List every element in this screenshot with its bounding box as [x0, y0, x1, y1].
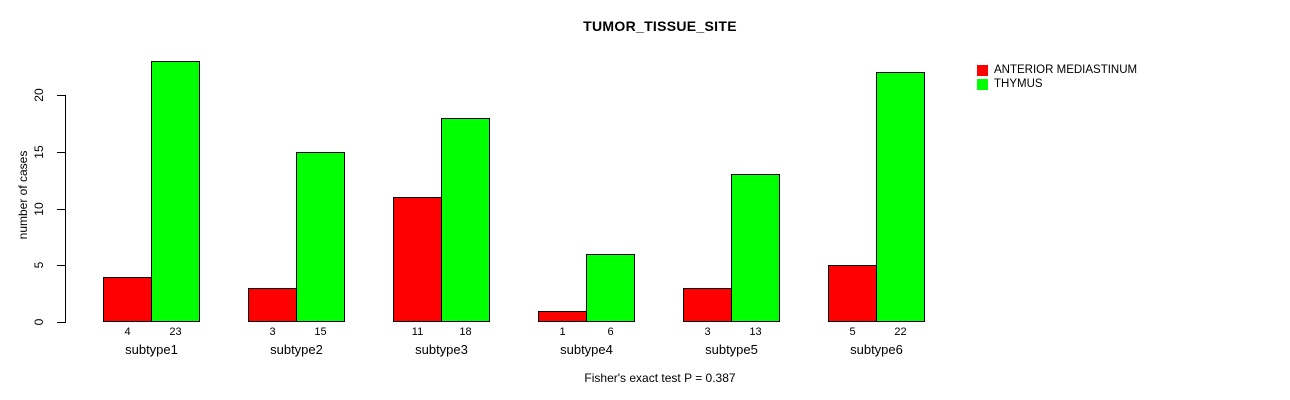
bar-value-label: 1	[559, 326, 566, 338]
y-axis-label: number of cases	[16, 150, 30, 240]
bar-value-label: 18	[459, 326, 472, 338]
bar-value-label: 11	[411, 326, 424, 338]
bar-thymus-subtype1	[151, 60, 200, 322]
bar-anterior-mediastinum-subtype6	[828, 265, 877, 322]
y-tick	[57, 208, 65, 210]
bar-value-label: 3	[269, 326, 276, 338]
bar-value-label: 6	[607, 326, 614, 338]
bar-thymus-subtype3	[441, 117, 490, 322]
y-tick-label: 5	[32, 261, 46, 269]
bar-anterior-mediastinum-subtype2	[248, 287, 297, 322]
y-tick	[57, 95, 65, 96]
y-tick-label: 20	[32, 88, 46, 102]
bar-anterior-mediastinum-subtype4	[538, 310, 587, 322]
bar-value-label: 3	[704, 326, 711, 338]
y-axis-line	[65, 95, 66, 323]
legend-item-thymus: THYMUS	[977, 77, 1137, 91]
chart-title: TUMOR_TISSUE_SITE	[583, 18, 737, 34]
legend-label: THYMUS	[994, 78, 1043, 90]
bar-thymus-subtype2	[296, 151, 345, 322]
bar-value-label: 13	[749, 326, 762, 338]
category-label-subtype6: subtype6	[850, 342, 903, 357]
bar-thymus-subtype5	[731, 174, 780, 322]
category-label-subtype2: subtype2	[270, 342, 323, 357]
bar-anterior-mediastinum-subtype5	[683, 287, 732, 322]
legend-label: ANTERIOR MEDIASTINUM	[994, 64, 1138, 76]
bar-anterior-mediastinum-subtype1	[103, 276, 152, 322]
bar-value-label: 22	[894, 326, 907, 338]
y-tick-label: 0	[32, 318, 46, 326]
bar-value-label: 23	[169, 326, 182, 338]
y-tick	[57, 322, 65, 323]
y-tick-label: 10	[32, 201, 46, 216]
y-tick-label: 15	[32, 145, 46, 159]
category-label-subtype4: subtype4	[560, 342, 613, 357]
legend-swatch-green	[977, 78, 988, 90]
legend-swatch-red	[977, 64, 988, 76]
bar-anterior-mediastinum-subtype3	[393, 197, 442, 322]
y-tick	[57, 265, 65, 267]
legend-item-anterior-mediastinum: ANTERIOR MEDIASTINUM	[977, 63, 1137, 77]
bar-thymus-subtype6	[876, 72, 925, 322]
legend: ANTERIOR MEDIASTINUM THYMUS	[977, 63, 1137, 91]
bar-value-label: 4	[124, 326, 131, 338]
bar-value-label: 5	[849, 326, 856, 338]
category-label-subtype1: subtype1	[125, 342, 178, 357]
y-tick	[57, 151, 65, 153]
caption: Fisher's exact test P = 0.387	[584, 371, 736, 385]
category-label-subtype5: subtype5	[705, 342, 758, 357]
bar-thymus-subtype4	[586, 253, 635, 322]
category-label-subtype3: subtype3	[415, 342, 468, 357]
bar-value-label: 15	[314, 326, 327, 338]
